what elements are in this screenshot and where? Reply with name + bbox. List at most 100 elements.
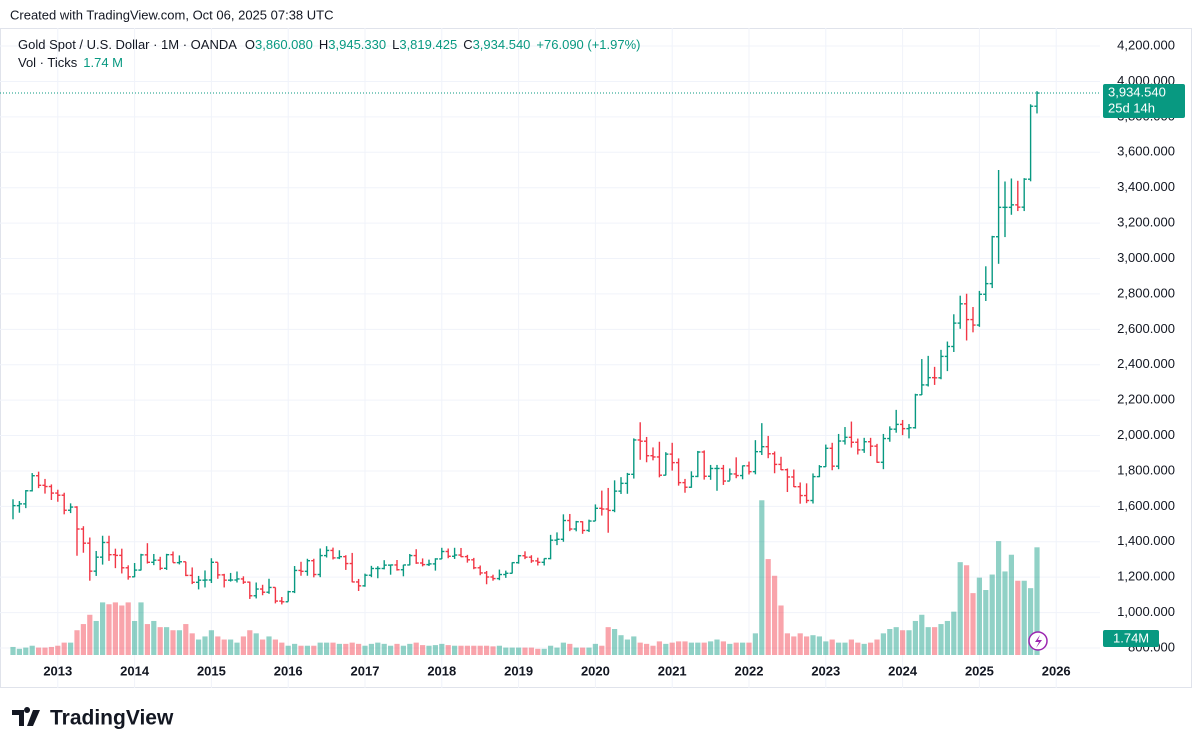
symbol-title: Gold Spot / U.S. Dollar · 1M · OANDA — [18, 37, 237, 52]
volume-bar — [573, 647, 579, 655]
volume-bar — [740, 642, 746, 655]
volume-bar — [87, 614, 93, 655]
volume-bar — [784, 633, 790, 655]
volume-bar — [458, 645, 464, 655]
x-tick-label: 2024 — [888, 663, 918, 678]
volume-pane — [10, 500, 1040, 655]
logo: TradingView — [12, 707, 174, 730]
volume-bar — [381, 643, 387, 655]
y-tick-label: 1,800.000 — [1117, 462, 1175, 477]
brand: TradingView — [50, 707, 174, 730]
volume-bar — [176, 630, 182, 655]
volume-bar — [618, 635, 624, 655]
volume-bar — [1008, 554, 1014, 655]
volume-bar — [823, 641, 829, 655]
volume-bar — [951, 611, 957, 655]
volume-bar — [119, 605, 125, 655]
volume-bar — [887, 629, 893, 655]
countdown-tag: 25d 14h — [1108, 100, 1155, 115]
volume-bar — [1002, 571, 1008, 655]
legend-value: 3,934.540 — [473, 37, 531, 52]
volume-bar — [375, 642, 381, 655]
volume-bar — [253, 633, 259, 655]
x-tick-label: 2022 — [735, 663, 764, 678]
volume-bar — [676, 641, 682, 655]
volume-bar — [164, 627, 170, 655]
volume-legend: Vol · Ticks 1.74 M — [18, 55, 123, 70]
volume-bar — [330, 642, 336, 655]
y-tick-label: 3,600.000 — [1117, 144, 1175, 159]
volume-bar — [983, 590, 989, 655]
y-tick-label: 2,000.000 — [1117, 427, 1175, 442]
volume-bar — [362, 645, 368, 655]
volume-bar — [535, 648, 541, 655]
volume-bar — [1034, 547, 1040, 655]
volume-bar — [893, 627, 899, 655]
x-tick-label: 2021 — [658, 663, 687, 678]
volume-bar — [855, 642, 861, 655]
volume-bar — [368, 643, 374, 655]
volume-bar — [656, 641, 662, 655]
volume-bar — [413, 642, 419, 655]
volume-bar — [541, 648, 547, 655]
volume-bar — [695, 642, 701, 655]
credit: Created with TradingView.com, Oct 06, 20… — [10, 7, 333, 22]
volume-bar — [880, 633, 886, 655]
price-tag-bg — [1103, 84, 1185, 119]
axes: 800.0001,000.0001,200.0001,400.0001,600.… — [43, 37, 1175, 678]
volume-bar — [170, 630, 176, 655]
x-tick-label: 2013 — [43, 663, 72, 678]
volume-bar — [112, 602, 118, 655]
volume-bar — [394, 643, 400, 655]
volume-bar — [144, 624, 150, 655]
volume-bar — [560, 642, 566, 655]
volume-bar — [836, 642, 842, 655]
volume-bar — [388, 645, 394, 655]
volume-bar — [733, 642, 739, 655]
x-tick-label: 2020 — [581, 663, 610, 678]
volume-tag-bg — [1103, 630, 1159, 647]
volume-bar — [234, 642, 240, 655]
legend-header: Gold Spot / U.S. Dollar · 1M · OANDA O3,8… — [18, 37, 641, 52]
logo-mark — [12, 707, 40, 726]
volume-bar — [445, 645, 451, 655]
volume-bar — [586, 647, 592, 655]
volume-bar — [759, 500, 765, 655]
volume-bar — [663, 643, 669, 655]
volume-bar — [10, 646, 16, 655]
volume-bar — [343, 643, 349, 655]
volume-bar — [989, 574, 995, 655]
volume-bar — [624, 639, 630, 655]
volume-bar — [925, 627, 931, 655]
x-tick-label: 2015 — [197, 663, 226, 678]
volume-bar — [874, 639, 880, 655]
volume-bar — [906, 630, 912, 655]
price-pane — [12, 91, 1040, 605]
volume-bar — [861, 643, 867, 655]
volume-bar — [125, 602, 131, 655]
volume-bar — [637, 642, 643, 655]
volume-bar — [701, 642, 707, 655]
volume-bar — [772, 575, 778, 655]
volume-bar — [976, 577, 982, 655]
x-tick-label: 2017 — [351, 663, 380, 678]
volume-bar — [23, 647, 29, 655]
legend-key: O — [245, 37, 255, 52]
volume-bar — [106, 604, 112, 655]
volume-bar — [93, 620, 99, 655]
volume-bar — [228, 639, 234, 655]
legend-value: 3,945.330 — [328, 37, 386, 52]
price-tag: 3,934.540 — [1108, 84, 1166, 99]
volume-bar — [932, 627, 938, 655]
volume-bar — [285, 645, 291, 655]
volume-bar — [272, 639, 278, 655]
legend-key: C — [463, 37, 472, 52]
volume-bar — [484, 645, 490, 655]
volume-bar — [810, 635, 816, 655]
legend-change: +76.090 (+1.97%) — [536, 37, 640, 52]
y-tick-label: 4,200.000 — [1117, 37, 1175, 52]
volume-bar — [842, 642, 848, 655]
volume-title: Vol · Ticks — [18, 55, 78, 70]
volume-value: 1.74 M — [83, 55, 123, 70]
